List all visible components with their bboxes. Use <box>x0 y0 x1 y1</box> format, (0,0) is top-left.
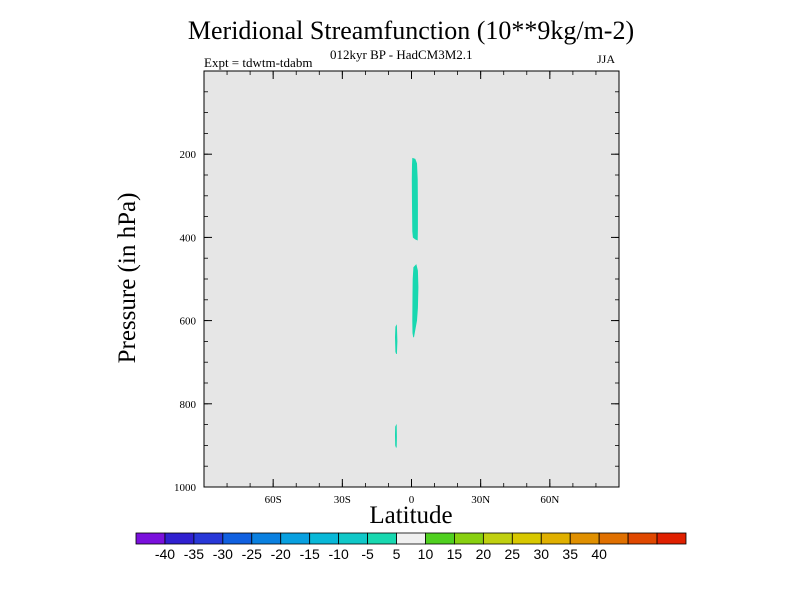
x-tick-label: 60N <box>540 494 559 506</box>
season-label: JJA <box>597 52 616 66</box>
colorbar-label: 20 <box>476 546 492 562</box>
region-lower-left-spot <box>394 324 398 355</box>
colorbar-label: 5 <box>393 546 401 562</box>
y-tick-label: 200 <box>180 149 197 161</box>
colorbar-label: -5 <box>361 546 374 562</box>
colorbar-label: -15 <box>300 546 320 562</box>
colorbar-box <box>280 532 311 545</box>
x-axis-label: Latitude <box>369 502 453 529</box>
colorbar-label: 35 <box>562 546 578 562</box>
x-tick-label: 0 <box>409 494 415 506</box>
chart-title: Meridional Streamfunction (10**9kg/m-2) <box>187 16 635 45</box>
colorbar-label: 30 <box>533 546 549 562</box>
colorbar-label: 40 <box>591 546 607 562</box>
colorbar-label: -35 <box>184 546 204 562</box>
region-surface-spot <box>394 423 397 448</box>
region-middle-cell <box>412 264 419 338</box>
y-tick-label: 800 <box>180 399 197 411</box>
colorbar-label: 25 <box>505 546 521 562</box>
colorbar-box <box>396 532 426 545</box>
region-upper-cell <box>411 157 418 241</box>
chart-subtitle: 012kyr BP - HadCM3M2.1 <box>330 47 473 62</box>
colorbar-label: 15 <box>447 546 463 562</box>
plot-background <box>204 71 619 487</box>
colorbar-box <box>164 532 195 545</box>
colorbar-box <box>454 532 484 545</box>
colorbar-box <box>540 532 571 545</box>
colorbar-box <box>367 532 397 545</box>
colorbar-box <box>569 532 600 545</box>
colorbar-box <box>222 532 253 545</box>
colorbar-box <box>193 532 224 545</box>
colorbar-box <box>135 532 166 545</box>
colorbar-label: -20 <box>271 546 291 562</box>
x-tick-label: 30S <box>334 494 351 506</box>
experiment-label: Expt = tdwtm-tdabm <box>204 55 313 70</box>
colorbar-box <box>511 532 542 545</box>
colorbar-label: 10 <box>418 546 434 562</box>
y-tick-label: 600 <box>180 316 197 328</box>
colorbar-label: -30 <box>213 546 233 562</box>
colorbar-box <box>598 532 629 545</box>
colorbar-box <box>656 532 687 545</box>
x-tick-label: 30N <box>471 494 490 506</box>
colorbar-label: -25 <box>242 546 262 562</box>
colorbar-box <box>482 532 513 545</box>
colorbar-box <box>251 532 282 545</box>
colorbar-box <box>425 532 455 545</box>
x-tick-label: 60S <box>265 494 282 506</box>
y-tick-label: 1000 <box>174 482 197 494</box>
y-tick-label: 400 <box>180 232 197 244</box>
colorbar-label: -10 <box>329 546 349 562</box>
colorbar-label: -40 <box>155 546 175 562</box>
colorbar-box <box>338 532 368 545</box>
colorbar-box <box>627 532 658 545</box>
colorbar-box <box>309 532 340 545</box>
